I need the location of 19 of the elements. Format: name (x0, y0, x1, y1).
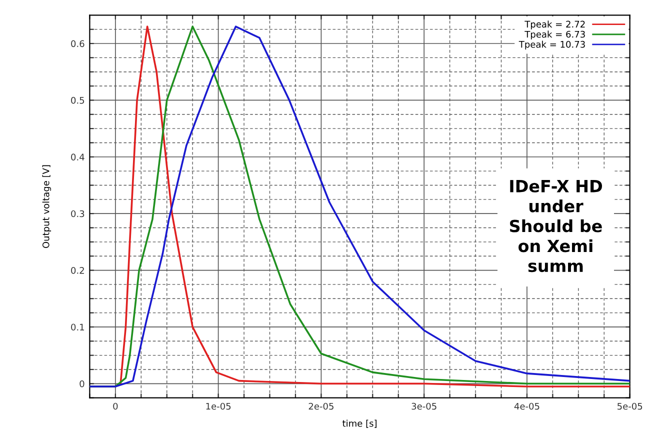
x-tick-label: 0 (113, 402, 118, 410)
y-axis-title: Output voltage [V] (42, 165, 52, 248)
legend-label: Tpeak = 2.72 (524, 20, 585, 30)
y-tick-label: 0.6 (71, 40, 84, 48)
x-tick-label: 1e-05 (206, 402, 231, 410)
legend-label: Tpeak = 6.73 (524, 30, 585, 40)
y-tick-label: 0.1 (71, 324, 84, 331)
x-tick-label: 5e-05 (618, 402, 642, 410)
x-tick-label: 4e-05 (514, 402, 540, 410)
y-tick-label: 0 (80, 380, 84, 388)
x-tick-label: 3e-05 (412, 402, 436, 410)
legend-label: Tpeak = 10.73 (518, 40, 585, 50)
x-tick-label: 2e-05 (308, 402, 334, 410)
x-axis-title: time [s] (342, 420, 377, 428)
y-tick-label: 0.3 (71, 210, 84, 218)
y-tick-label: 0.4 (71, 154, 84, 160)
y-tick-label: 0.2 (71, 267, 84, 274)
annotation: IDeF-X HD under Should be on Xemi summ (510, 180, 602, 272)
y-tick-label: 0.5 (71, 96, 84, 104)
